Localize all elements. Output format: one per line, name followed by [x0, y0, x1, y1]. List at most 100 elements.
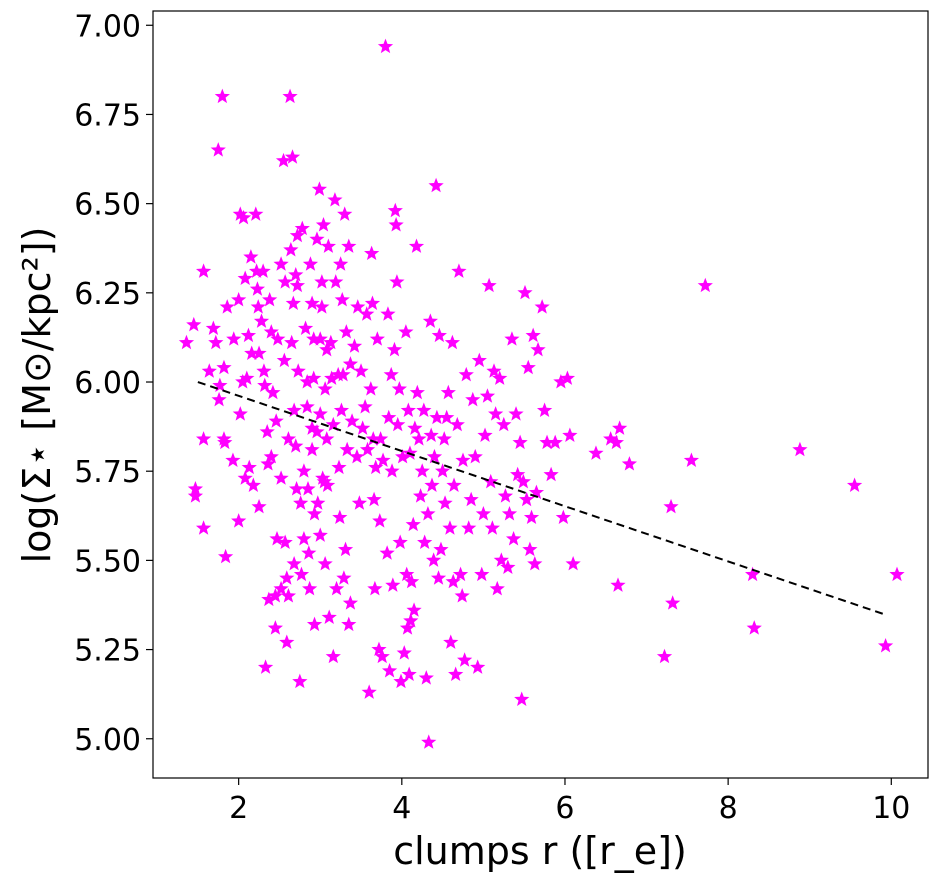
- data-point: [273, 580, 289, 596]
- data-point: [390, 416, 406, 432]
- data-point: [321, 609, 337, 624]
- data-point: [285, 295, 301, 310]
- data-point: [484, 520, 500, 535]
- y-tick-label: 6.50: [74, 188, 141, 223]
- data-point: [214, 88, 230, 104]
- data-point: [440, 384, 456, 400]
- data-point: [384, 463, 400, 478]
- data-point: [319, 341, 335, 357]
- data-point: [195, 520, 212, 535]
- data-point: [364, 295, 381, 310]
- data-point: [414, 463, 430, 478]
- data-point: [377, 38, 394, 54]
- data-point: [324, 370, 340, 385]
- data-point: [381, 662, 398, 678]
- data-point: [290, 363, 306, 378]
- data-point: [235, 209, 252, 225]
- data-point: [316, 473, 332, 489]
- data-point: [423, 427, 439, 442]
- data-point: [277, 534, 293, 550]
- data-point: [267, 588, 283, 603]
- y-tick-label: 7.00: [74, 9, 141, 44]
- data-point: [328, 274, 344, 289]
- data-point: [492, 370, 508, 385]
- data-point: [420, 506, 436, 521]
- data-point: [562, 427, 578, 442]
- data-point: [371, 641, 387, 657]
- data-point: [483, 473, 499, 489]
- data-point: [300, 481, 316, 496]
- x-tick-label: 4: [392, 791, 411, 826]
- data-point: [251, 498, 267, 514]
- data-point: [505, 530, 522, 546]
- data-point: [306, 506, 323, 521]
- data-point: [500, 559, 516, 574]
- data-point: [195, 263, 212, 278]
- data-point: [465, 391, 481, 407]
- data-point: [302, 256, 319, 271]
- data-point: [399, 566, 415, 582]
- data-point: [496, 416, 512, 432]
- data-point: [517, 284, 533, 300]
- data-point: [369, 331, 385, 346]
- data-point: [525, 327, 541, 343]
- data-point: [406, 602, 422, 617]
- data-point: [231, 513, 247, 528]
- data-point: [262, 291, 278, 307]
- data-point: [296, 463, 312, 478]
- data-point: [610, 577, 626, 592]
- data-point: [683, 452, 700, 467]
- data-point: [315, 217, 332, 232]
- y-tick-label: 5.75: [74, 455, 141, 490]
- data-point: [353, 363, 369, 378]
- data-point: [231, 291, 247, 307]
- data-point: [268, 413, 284, 428]
- data-point: [418, 670, 434, 685]
- data-point: [282, 88, 298, 104]
- data-point: [361, 684, 377, 699]
- data-point: [237, 470, 253, 485]
- data-point: [280, 588, 297, 603]
- data-point: [279, 570, 295, 585]
- data-point: [216, 359, 232, 375]
- data-point: [530, 341, 546, 357]
- data-point: [306, 616, 323, 632]
- data-point: [877, 638, 894, 653]
- data-point: [302, 580, 318, 596]
- data-point: [375, 452, 391, 467]
- data-point: [349, 448, 365, 464]
- data-point: [403, 613, 419, 628]
- data-point: [232, 406, 248, 421]
- data-point: [446, 477, 462, 492]
- data-point: [846, 477, 863, 492]
- data-point: [346, 338, 363, 353]
- data-point: [312, 527, 328, 542]
- data-point: [383, 366, 399, 382]
- data-point: [351, 495, 367, 510]
- data-point: [304, 441, 320, 457]
- data-point: [422, 313, 438, 328]
- data-point: [342, 356, 359, 371]
- data-point: [312, 331, 328, 346]
- data-point: [333, 256, 349, 271]
- data-point: [250, 299, 266, 314]
- data-point: [452, 566, 469, 582]
- data-point: [289, 227, 305, 243]
- data-point: [257, 377, 273, 393]
- data-point: [232, 206, 248, 221]
- data-point: [299, 374, 315, 389]
- data-point: [461, 520, 477, 535]
- data-point: [486, 363, 502, 378]
- data-point: [311, 181, 328, 196]
- data-point: [365, 431, 381, 446]
- data-point: [304, 420, 320, 435]
- data-point: [332, 509, 348, 525]
- y-tick-label: 5.00: [74, 723, 141, 758]
- data-point: [501, 506, 518, 521]
- data-point: [475, 506, 491, 521]
- data-point: [301, 545, 317, 560]
- data-point: [391, 381, 407, 396]
- data-point: [455, 452, 471, 467]
- data-point: [267, 620, 283, 635]
